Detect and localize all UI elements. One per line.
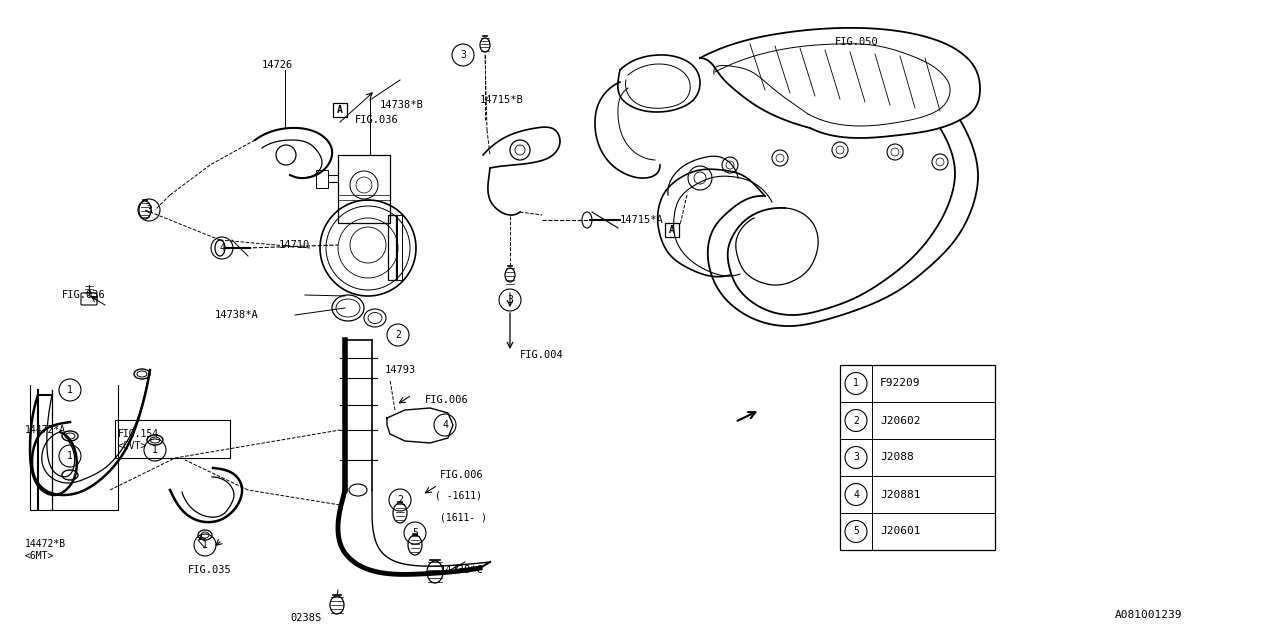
Text: 3: 3 — [507, 295, 513, 305]
Bar — [333, 103, 347, 117]
Text: A: A — [669, 225, 675, 235]
Text: 3: 3 — [852, 452, 859, 463]
Text: FIG.036: FIG.036 — [61, 290, 106, 300]
Text: 5: 5 — [852, 527, 859, 536]
Text: F92209: F92209 — [881, 378, 920, 388]
Bar — [840, 365, 995, 550]
Text: 4: 4 — [442, 420, 448, 430]
Text: FIG.006: FIG.006 — [440, 470, 484, 480]
Text: J20602: J20602 — [881, 415, 920, 426]
Text: FIG.036: FIG.036 — [355, 115, 399, 125]
Text: FIG.050: FIG.050 — [835, 37, 879, 47]
Text: A081001239: A081001239 — [1115, 610, 1183, 620]
Bar — [397, 215, 402, 280]
Bar — [316, 170, 328, 188]
Text: FIG.154
<CVT>: FIG.154 <CVT> — [118, 429, 159, 451]
Text: 14738*C: 14738*C — [440, 565, 484, 575]
Text: FIG.035: FIG.035 — [188, 565, 232, 575]
Text: 14715*A: 14715*A — [620, 215, 664, 225]
Text: 14793: 14793 — [385, 365, 416, 375]
Text: 2: 2 — [852, 415, 859, 426]
Text: J2088: J2088 — [881, 452, 914, 463]
Text: 1: 1 — [67, 451, 73, 461]
Text: 14738*B: 14738*B — [380, 100, 424, 110]
Text: 4: 4 — [852, 490, 859, 499]
Text: 2: 2 — [397, 495, 403, 505]
Text: J20601: J20601 — [881, 527, 920, 536]
Text: 14472*A: 14472*A — [26, 425, 67, 435]
Text: 5: 5 — [412, 528, 419, 538]
Text: 2: 2 — [396, 330, 401, 340]
Text: 1: 1 — [852, 378, 859, 388]
Text: J20881: J20881 — [881, 490, 920, 499]
Text: 14715*B: 14715*B — [480, 95, 524, 105]
Text: FIG.004: FIG.004 — [520, 350, 563, 360]
Text: (1611- ): (1611- ) — [440, 513, 486, 523]
Bar — [388, 215, 396, 280]
Text: 3: 3 — [146, 205, 152, 215]
Text: A: A — [337, 105, 343, 115]
Text: 14726: 14726 — [262, 60, 293, 70]
Text: 1: 1 — [152, 445, 157, 455]
Text: 1: 1 — [202, 540, 207, 550]
Text: ( -1611): ( -1611) — [435, 490, 483, 500]
Bar — [338, 155, 390, 223]
Text: 14738*A: 14738*A — [215, 310, 259, 320]
Text: FIG.006: FIG.006 — [425, 395, 468, 405]
Text: 14710: 14710 — [279, 240, 310, 250]
Text: 3: 3 — [460, 50, 466, 60]
Text: 4: 4 — [219, 243, 225, 253]
Text: 0238S: 0238S — [291, 613, 321, 623]
Text: 1: 1 — [67, 385, 73, 395]
Bar — [666, 223, 678, 237]
Text: 14472*B
<6MT>: 14472*B <6MT> — [26, 539, 67, 561]
